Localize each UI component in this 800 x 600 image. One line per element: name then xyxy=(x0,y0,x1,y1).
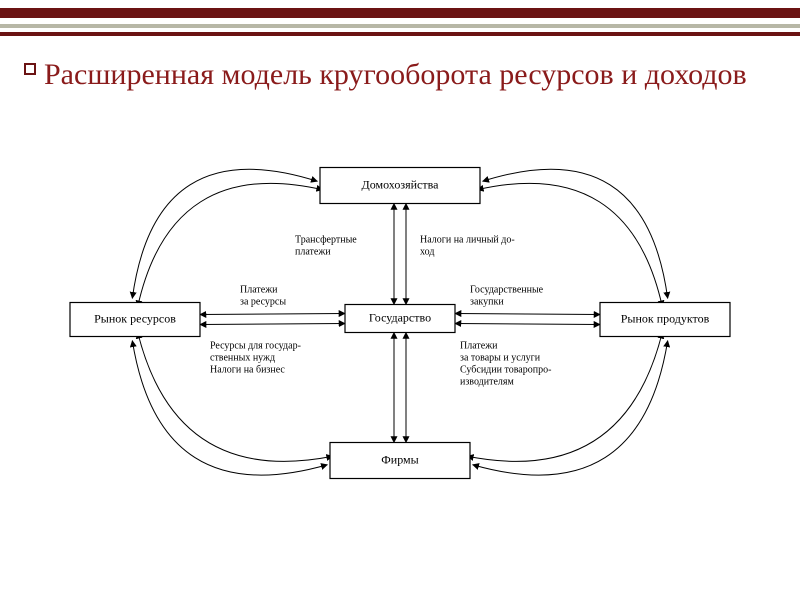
decor-bar-3 xyxy=(0,32,800,36)
edge-label-1: Налоги на личный до-ход xyxy=(420,235,515,258)
node-label-resmkt: Рынок ресурсов xyxy=(94,311,176,325)
node-label-prodmkt: Рынок продуктов xyxy=(621,311,710,325)
circular-flow-diagram: Домохозяйства Государство Фирмы Рынок ресур… xyxy=(40,135,760,570)
page-title: Расширенная модель кругооборота ресурсов… xyxy=(44,56,760,94)
edge-label-0: Трансфертныеплатежи xyxy=(295,235,357,258)
decor-bar-1 xyxy=(0,8,800,18)
edge-label-5: Платежиза товары и услугиСубсидии товаро… xyxy=(460,341,551,388)
node-label-households: Домохозяйства xyxy=(362,177,440,191)
node-label-gov: Государство xyxy=(369,310,431,324)
edge-label-2: Платежиза ресурсы xyxy=(240,285,286,308)
node-label-firms: Фирмы xyxy=(381,452,418,466)
edge-label-3: Государственныезакупки xyxy=(470,285,544,308)
title-text: Расширенная модель кругооборота ресурсов… xyxy=(44,56,760,94)
title-bullet-icon xyxy=(24,63,36,75)
diagram-svg: Домохозяйства Государство Фирмы Рынок ресур… xyxy=(40,135,760,570)
edge-label-4: Ресурсы для государ-ственных нуждНалоги … xyxy=(210,341,301,376)
decor-bar-2 xyxy=(0,24,800,28)
